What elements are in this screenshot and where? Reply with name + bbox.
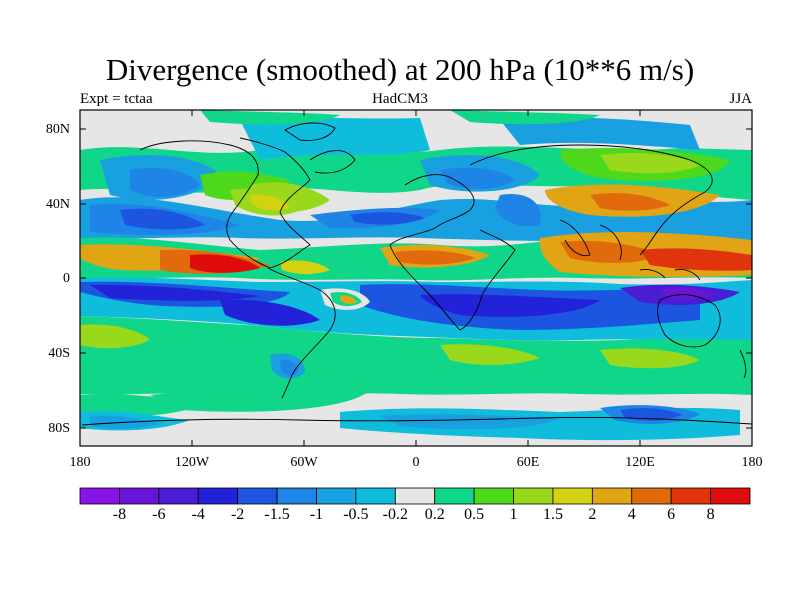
colorbar-swatch [237, 487, 278, 505]
lat-tick-80n: 80N [45, 122, 70, 137]
colorbar-swatch [276, 487, 317, 505]
colorbar-swatch [434, 487, 475, 505]
lon-tick-120e: 120E [625, 455, 655, 470]
axis-ticks [80, 110, 752, 446]
coastlines [81, 122, 752, 426]
colorbar-swatch [710, 487, 751, 505]
lon-tick-0: 0 [412, 455, 420, 470]
plot-title: Divergence (smoothed) at 200 hPa (10**6 … [105, 52, 695, 87]
colorbar-swatch [158, 487, 199, 505]
colorbar-swatch [670, 487, 711, 505]
colorbar-label: 8 [706, 506, 715, 523]
model-label: HadCM3 [372, 91, 428, 107]
colorbar [79, 487, 751, 505]
colorbar-swatch [197, 487, 239, 505]
colorbar-swatch [513, 487, 554, 505]
colorbar-label: -1 [309, 506, 324, 523]
colorbar-label: -0.2 [382, 506, 408, 523]
lon-tick-60w: 60W [290, 455, 318, 470]
lat-tick-80s: 80S [48, 421, 70, 436]
colorbar-swatch [631, 487, 672, 505]
colorbar-swatch [473, 487, 514, 505]
experiment-label: Expt = tctaa [80, 91, 153, 107]
lon-tick-180w: 180 [69, 455, 91, 470]
lat-tick-40s: 40S [48, 346, 70, 361]
colorbar-label: 1.5 [542, 506, 563, 523]
lat-tick-40n: 40N [45, 197, 70, 212]
colorbar-label: -1.5 [264, 506, 290, 523]
colorbar-label: 2 [588, 506, 597, 523]
colorbar-label: 6 [667, 506, 676, 523]
lat-tick-0: 0 [63, 271, 70, 286]
colorbar-swatch [552, 487, 593, 505]
divergence-field [80, 110, 752, 446]
colorbar-swatch [119, 487, 160, 505]
lon-tick-60e: 60E [516, 455, 540, 470]
lon-tick-120w: 120W [174, 455, 210, 470]
season-label: JJA [729, 91, 752, 107]
colorbar-label: -8 [112, 506, 127, 523]
colorbar-label: 0.5 [464, 506, 485, 523]
colorbar-label: -4 [191, 506, 205, 523]
colorbar-label: 0.2 [424, 506, 445, 523]
colorbar-swatch [79, 487, 120, 505]
colorbar-label: 1 [509, 506, 518, 523]
lon-tick-180e: 180 [741, 455, 763, 470]
colorbar-swatch [355, 487, 396, 505]
colorbar-label: -6 [152, 506, 166, 523]
colorbar-swatch [316, 487, 357, 505]
colorbar-label: -0.5 [343, 506, 369, 523]
colorbar-swatch [394, 487, 436, 505]
colorbar-label: -2 [230, 506, 245, 523]
colorbar-label: 4 [627, 506, 636, 523]
colorbar-swatch [591, 487, 633, 505]
